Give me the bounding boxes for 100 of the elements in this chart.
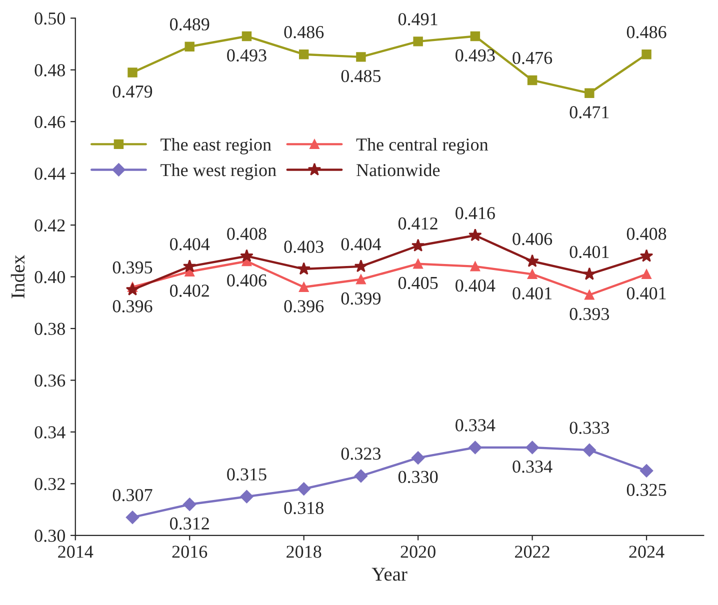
point <box>413 258 423 269</box>
x-axis-title: Year <box>372 568 408 581</box>
point <box>126 282 140 296</box>
data-label: 0.404 <box>456 279 496 292</box>
point <box>640 464 654 478</box>
data-label: 0.401 <box>570 246 609 258</box>
y-tick-label: 0.48 <box>34 64 65 76</box>
legend-label: The east region <box>160 138 272 154</box>
point <box>297 262 310 275</box>
point <box>526 254 539 268</box>
data-label: 0.406 <box>227 274 267 287</box>
data-label: 0.312 <box>170 517 209 530</box>
data-label: 0.408 <box>227 228 266 240</box>
point <box>584 290 594 300</box>
y-tick-label: 0.36 <box>34 374 66 387</box>
data-label: 0.330 <box>398 470 438 484</box>
point <box>182 259 196 272</box>
data-label: 0.493 <box>456 49 495 62</box>
point <box>527 269 538 280</box>
point <box>470 31 480 42</box>
data-label: 0.334 <box>512 460 552 473</box>
point <box>470 262 480 272</box>
y-tick-label: 0.46 <box>34 116 66 128</box>
point <box>526 440 539 454</box>
point <box>642 269 652 280</box>
data-label: 0.489 <box>170 18 210 31</box>
data-label: 0.471 <box>570 106 609 118</box>
point <box>128 68 138 78</box>
data-label: 0.315 <box>227 468 266 481</box>
data-label: 0.476 <box>512 52 552 64</box>
y-tick-label: 0.38 <box>34 322 65 336</box>
data-label: 0.412 <box>398 217 438 230</box>
x-tick-label: 2020 <box>400 546 436 558</box>
data-label: 0.401 <box>626 287 666 300</box>
data-label: 0.493 <box>227 49 266 62</box>
y-tick-label: 0.32 <box>34 478 65 490</box>
data-label: 0.491 <box>398 13 438 26</box>
y-tick-label: 0.34 <box>34 426 66 438</box>
point <box>640 249 654 262</box>
x-tick-label: 2022 <box>515 546 550 558</box>
legend-label: The central region <box>356 138 488 154</box>
point <box>356 274 366 284</box>
legend-label: Nationwide <box>356 164 440 176</box>
data-label: 0.406 <box>512 232 552 246</box>
point <box>527 75 538 86</box>
data-label: 0.399 <box>341 292 381 305</box>
legend-label: The west region <box>160 164 276 180</box>
point <box>126 510 140 524</box>
point <box>354 469 368 483</box>
y-tick-label: 0.30 <box>34 530 65 542</box>
point <box>356 52 366 62</box>
point <box>297 482 310 496</box>
data-label: 0.486 <box>284 26 324 38</box>
data-label: 0.404 <box>341 238 381 250</box>
data-label: 0.318 <box>284 502 324 514</box>
y-tick-label: 0.42 <box>34 219 65 232</box>
data-label: 0.396 <box>112 300 152 312</box>
y-tick-label: 0.50 <box>34 12 65 25</box>
point <box>240 249 254 262</box>
point <box>411 451 425 464</box>
data-label: 0.479 <box>112 85 152 98</box>
point <box>184 42 194 52</box>
data-label: 0.396 <box>284 300 324 312</box>
y-axis-title: Index <box>10 254 25 298</box>
point <box>298 282 309 292</box>
point <box>183 498 196 511</box>
x-tick-label: 2024 <box>629 546 664 558</box>
y-tick-label: 0.44 <box>34 168 66 180</box>
data-label: 0.408 <box>626 228 666 240</box>
data-label: 0.323 <box>341 448 381 460</box>
point <box>582 267 596 280</box>
data-label: 0.393 <box>570 308 610 320</box>
data-label: 0.333 <box>570 422 610 434</box>
data-label: 0.395 <box>112 261 152 274</box>
data-label: 0.485 <box>341 70 381 82</box>
point <box>240 490 254 504</box>
data-label: 0.405 <box>398 276 438 290</box>
point <box>642 50 652 60</box>
point <box>468 228 482 242</box>
point <box>413 36 423 46</box>
point <box>584 88 594 98</box>
data-label: 0.403 <box>284 240 324 253</box>
data-label: 0.307 <box>112 488 152 502</box>
data-label: 0.325 <box>626 484 666 496</box>
data-label: 0.416 <box>456 207 495 220</box>
data-label: 0.334 <box>456 419 496 432</box>
point <box>242 31 252 42</box>
point <box>582 443 596 457</box>
data-label: 0.401 <box>512 287 552 300</box>
x-tick-label: 2018 <box>286 546 322 558</box>
point <box>354 259 368 272</box>
x-tick-label: 2014 <box>58 546 94 558</box>
point <box>468 440 482 454</box>
point <box>411 238 425 252</box>
data-label: 0.404 <box>170 238 210 250</box>
y-tick-label: 0.40 <box>34 271 65 284</box>
point <box>298 50 309 60</box>
x-tick-label: 2016 <box>172 546 208 558</box>
data-label: 0.486 <box>626 26 666 38</box>
data-label: 0.402 <box>170 284 209 297</box>
